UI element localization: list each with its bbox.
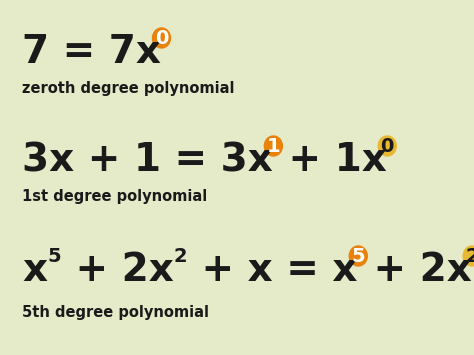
Text: 1: 1: [266, 137, 280, 155]
Text: + x = x: + x = x: [188, 251, 358, 289]
Text: 0: 0: [155, 28, 168, 48]
Text: + 2x: + 2x: [360, 251, 472, 289]
Text: 5th degree polynomial: 5th degree polynomial: [22, 305, 209, 320]
Text: 2: 2: [465, 246, 474, 266]
Ellipse shape: [378, 136, 396, 156]
Text: 5: 5: [47, 246, 61, 266]
Text: 2: 2: [173, 246, 187, 266]
Text: zeroth degree polynomial: zeroth degree polynomial: [22, 81, 235, 95]
Text: 5: 5: [351, 246, 365, 266]
Ellipse shape: [264, 136, 283, 156]
Text: x: x: [22, 251, 47, 289]
Text: + 2x: + 2x: [62, 251, 173, 289]
Text: 1st degree polynomial: 1st degree polynomial: [22, 189, 207, 203]
Text: + 1x: + 1x: [275, 141, 387, 179]
Text: 0: 0: [381, 137, 394, 155]
Text: 7 = 7x: 7 = 7x: [22, 33, 161, 71]
Ellipse shape: [153, 28, 171, 48]
Text: 3x + 1 = 3x: 3x + 1 = 3x: [22, 141, 273, 179]
Ellipse shape: [463, 246, 474, 266]
Ellipse shape: [349, 246, 367, 266]
